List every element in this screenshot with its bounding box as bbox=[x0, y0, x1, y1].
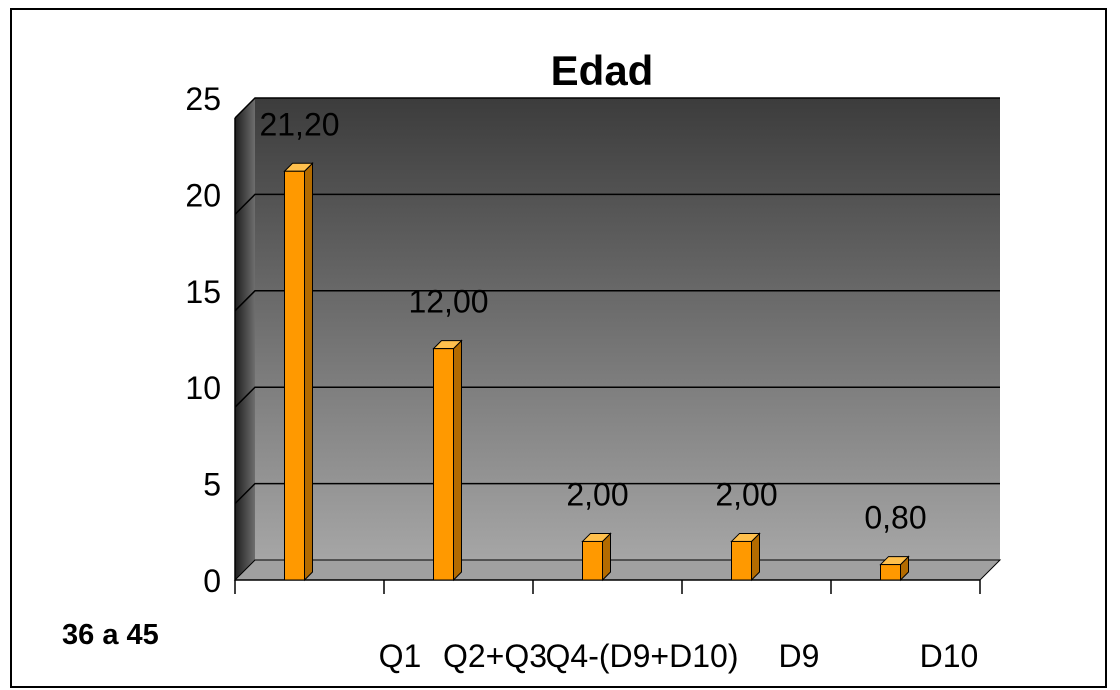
data-label: 2,00 bbox=[566, 476, 628, 512]
gridline bbox=[234, 97, 1000, 119]
chart-title: Edad bbox=[551, 47, 654, 94]
data-label: 21,20 bbox=[259, 106, 339, 142]
x-tick-label: Q2+Q3 bbox=[443, 638, 547, 674]
group-label: 36 a 45 bbox=[62, 619, 159, 651]
y-tick-label: 25 bbox=[185, 81, 221, 117]
bar bbox=[433, 348, 454, 581]
chart-frame: 0 5 10 15 20 25 21,20 12,00 2,00 2,00 0,80 Q1 Q2+Q3 Q… bbox=[10, 8, 1107, 688]
y-tick-label: 0 bbox=[203, 563, 221, 599]
data-label: 2,00 bbox=[715, 476, 777, 512]
y-tick-label: 5 bbox=[203, 467, 221, 503]
x-tick-label: D10 bbox=[920, 638, 979, 674]
gridline bbox=[234, 290, 1000, 312]
data-label: 12,00 bbox=[408, 284, 488, 320]
gridline bbox=[234, 482, 1000, 505]
x-tick-label: D9 bbox=[779, 638, 820, 674]
gridline bbox=[234, 386, 1000, 408]
bar-chart: 0 5 10 15 20 25 21,20 12,00 2,00 2,00 0,80 Q1 Q2+Q3Q… bbox=[62, 47, 1002, 674]
plot-area bbox=[233, 97, 1002, 594]
bar-side bbox=[304, 162, 313, 582]
bar bbox=[582, 540, 603, 581]
data-label: 0,80 bbox=[864, 500, 926, 536]
bar bbox=[284, 170, 305, 581]
gridline bbox=[234, 193, 1000, 215]
bar-side bbox=[453, 339, 462, 582]
x-tick-label: Q1 bbox=[379, 638, 422, 674]
y-tick-label: 20 bbox=[185, 177, 221, 213]
x-tick-label: Q4-(D9+D10) bbox=[546, 638, 739, 674]
y-tick-label: 15 bbox=[185, 274, 221, 310]
bar bbox=[731, 540, 752, 581]
side-wall bbox=[235, 98, 255, 580]
y-tick-label: 10 bbox=[185, 370, 221, 406]
bar bbox=[880, 564, 901, 581]
bars bbox=[283, 162, 910, 582]
